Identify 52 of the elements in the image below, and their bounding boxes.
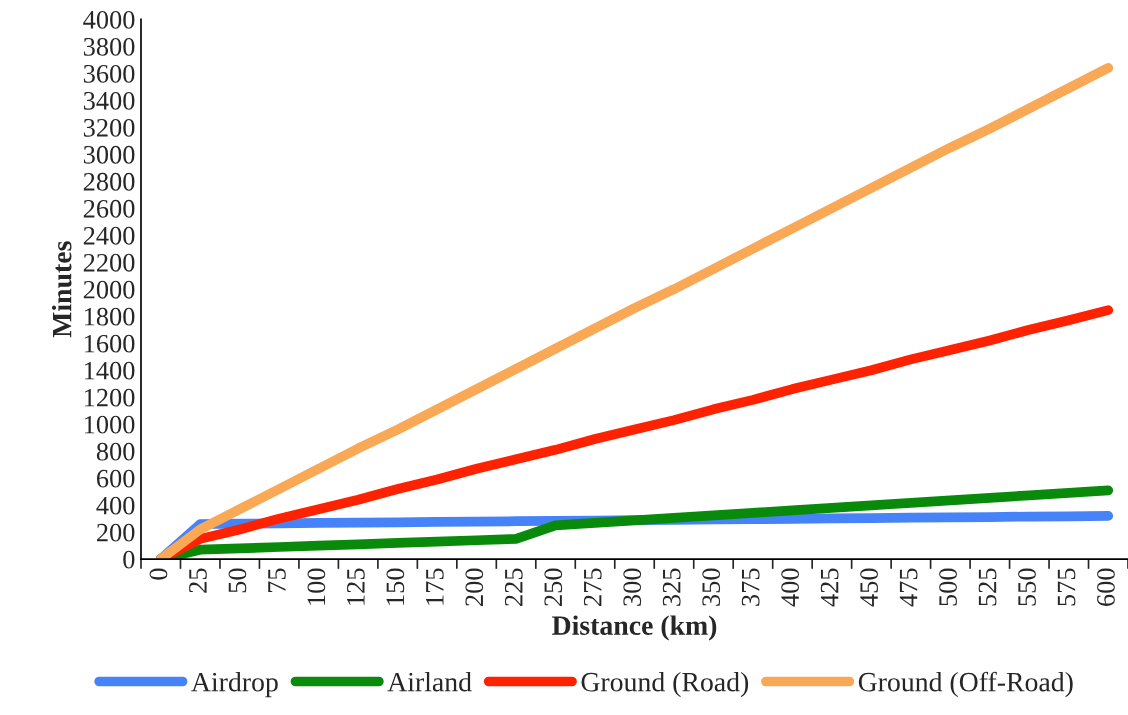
x-tick-label: 550 [1018, 568, 1036, 606]
y-tick-label: 2400 [83, 226, 135, 245]
x-tick-label: 400 [781, 568, 800, 607]
x-tick-label: 50 [228, 568, 247, 593]
x-tick-label: 425 [820, 568, 839, 607]
y-tick-label: 1800 [84, 307, 135, 326]
y-tick-label: 2600 [83, 199, 135, 218]
y-tick-label: 600 [97, 469, 135, 488]
y-tick-label: 1400 [84, 361, 135, 380]
x-tick-label: 25 [189, 568, 207, 593]
x-tick-label: 525 [978, 568, 997, 606]
x-tick-label: 200 [465, 568, 484, 606]
x-tick-label: 225 [504, 568, 523, 606]
x-tick-label: 125 [347, 568, 365, 605]
y-tick-label: 200 [97, 523, 135, 542]
y-tick-label: 2800 [83, 172, 135, 191]
y-tick-label: 0 [123, 550, 135, 569]
y-tick-label: 2200 [83, 253, 135, 272]
x-tick-label: 250 [544, 568, 563, 606]
y-tick-label: 2000 [83, 280, 135, 299]
x-axis-title: Distance (km) [552, 615, 717, 641]
y-tick-label: 1200 [84, 388, 135, 407]
x-tick-label: 475 [899, 568, 918, 607]
legend-label: Airdrop [191, 671, 278, 698]
x-tick-label: 0 [149, 568, 168, 580]
y-tick-label: 400 [96, 496, 135, 515]
x-tick-label: 150 [386, 568, 405, 605]
y-tick-label: 1000 [84, 415, 135, 434]
y-tick-label: 3800 [83, 37, 135, 56]
x-tick-label: 575 [1057, 568, 1076, 606]
legend-label: Ground (Off-Road) [858, 671, 1073, 698]
y-tick-label: 3000 [83, 145, 135, 164]
x-tick-label: 350 [702, 568, 721, 606]
x-tick-label: 375 [741, 568, 760, 606]
x-tick-label: 450 [860, 568, 878, 607]
x-tick-label: 75 [268, 568, 286, 593]
y-tick-label: 1600 [84, 334, 135, 353]
x-tick-label: 300 [623, 568, 642, 606]
x-tick-label: 275 [583, 568, 602, 606]
x-tick-label: 500 [939, 568, 957, 606]
y-tick-label: 800 [96, 442, 135, 461]
x-tick-label: 100 [307, 568, 326, 605]
y-tick-label: 3200 [83, 118, 135, 137]
y-axis-title: Minutes [51, 241, 72, 338]
x-tick-label: 175 [426, 568, 444, 605]
x-tick-label: 600 [1097, 568, 1115, 606]
y-tick-label: 3400 [83, 91, 135, 110]
legend-label: Airland [387, 671, 472, 692]
y-tick-label: 3600 [83, 64, 135, 83]
y-tick-label: 4000 [83, 10, 135, 29]
x-tick-label: 325 [662, 568, 681, 606]
legend-label: Ground (Road) [581, 671, 749, 698]
